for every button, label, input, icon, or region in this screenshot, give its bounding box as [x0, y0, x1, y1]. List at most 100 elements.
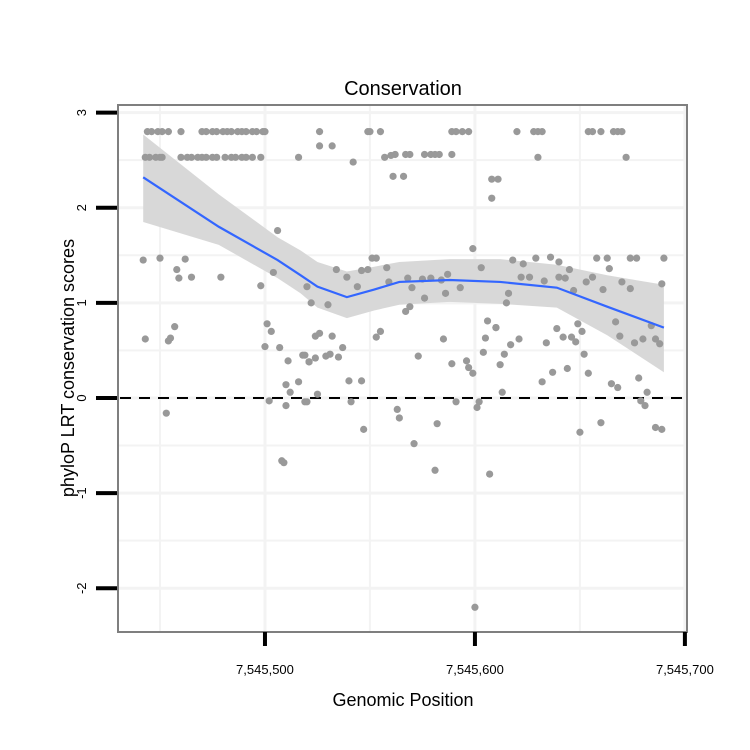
data-point — [651, 335, 660, 343]
data-point — [420, 150, 429, 159]
data-point — [500, 350, 508, 358]
data-point — [173, 265, 181, 274]
data-point — [175, 274, 183, 282]
data-point — [221, 153, 229, 161]
data-point — [471, 603, 479, 611]
data-point — [488, 175, 496, 183]
data-point — [395, 414, 403, 422]
data-point — [147, 128, 156, 136]
data-point — [567, 333, 576, 341]
data-point — [141, 335, 149, 343]
data-point — [534, 153, 542, 161]
chart-title: Conservation — [344, 78, 462, 100]
data-point — [513, 128, 521, 136]
data-point — [555, 258, 563, 266]
data-point — [546, 253, 555, 261]
data-point — [177, 128, 185, 136]
data-point — [158, 153, 166, 161]
data-point — [633, 254, 641, 262]
data-point — [213, 153, 221, 161]
data-point — [517, 273, 525, 281]
data-point — [481, 334, 490, 342]
data-point — [578, 327, 586, 336]
confidence-band — [143, 134, 664, 373]
data-point — [538, 128, 546, 136]
data-point — [328, 332, 336, 340]
data-point — [502, 299, 511, 307]
data-point — [656, 340, 664, 348]
data-point — [164, 128, 172, 136]
data-point — [376, 128, 385, 136]
data-point — [202, 128, 210, 136]
data-point — [498, 388, 506, 396]
data-point — [452, 398, 460, 406]
data-point — [618, 128, 626, 136]
data-point — [475, 398, 483, 406]
y-tick-label: -2 — [74, 582, 89, 594]
data-point — [618, 278, 626, 286]
data-point — [166, 334, 175, 342]
data-point — [303, 283, 311, 291]
data-point — [612, 318, 620, 326]
data-point — [343, 273, 351, 281]
data-point — [483, 317, 492, 325]
data-point — [597, 128, 605, 136]
y-tick-label: 0 — [74, 394, 89, 401]
data-point — [584, 369, 592, 377]
data-point — [622, 153, 630, 161]
data-point — [156, 254, 164, 262]
y-axis-ticks: 3 2 1 0 -1 -2 — [74, 109, 117, 594]
data-point — [549, 368, 557, 376]
data-point — [565, 265, 574, 274]
data-point — [448, 360, 456, 368]
data-point — [563, 364, 571, 373]
data-point — [532, 254, 540, 262]
data-point — [597, 419, 605, 427]
data-point — [347, 398, 355, 406]
data-point — [494, 175, 502, 183]
data-point — [299, 351, 307, 359]
data-point — [431, 466, 439, 474]
data-point — [252, 128, 261, 136]
data-point — [465, 363, 473, 372]
data-point — [439, 335, 448, 343]
data-point — [242, 153, 250, 161]
data-point — [360, 425, 368, 433]
data-point — [315, 128, 324, 136]
data-point — [307, 299, 315, 307]
grid-lines — [118, 105, 687, 632]
data-point — [486, 470, 494, 478]
data-point — [158, 128, 166, 136]
data-point — [643, 388, 651, 396]
data-point — [187, 273, 196, 281]
data-point — [555, 273, 563, 281]
data-point — [444, 270, 452, 278]
data-point — [605, 265, 613, 273]
data-point — [616, 332, 624, 340]
data-point — [519, 260, 527, 268]
data-point — [305, 358, 313, 366]
data-point — [404, 274, 412, 282]
data-point — [658, 280, 666, 288]
data-point — [139, 256, 147, 264]
data-point — [315, 142, 324, 150]
data-point — [282, 381, 290, 389]
data-point — [639, 335, 647, 343]
data-point — [469, 245, 477, 253]
data-point — [572, 338, 580, 346]
data-point — [213, 128, 221, 136]
data-point — [593, 254, 601, 262]
data-point — [603, 254, 611, 262]
y-tick-label: 3 — [74, 109, 89, 116]
data-point — [509, 256, 517, 264]
data-point — [267, 327, 275, 336]
data-point — [599, 285, 607, 294]
data-point — [630, 339, 639, 347]
data-point — [473, 403, 481, 412]
y-axis-title: phyloP LRT conservation scores — [58, 239, 78, 497]
data-point — [294, 153, 303, 161]
data-point — [345, 377, 353, 385]
data-point — [433, 420, 441, 428]
data-point — [448, 150, 456, 159]
